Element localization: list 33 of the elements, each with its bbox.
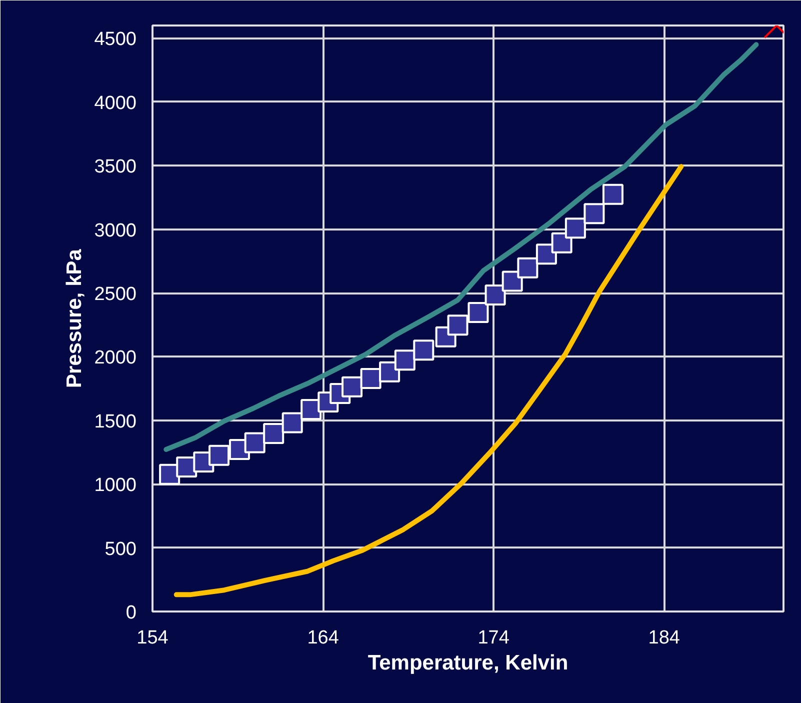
point	[502, 270, 523, 292]
point	[342, 376, 363, 398]
y-tick-label: 500	[104, 538, 136, 560]
point	[360, 368, 382, 389]
point	[244, 432, 266, 454]
point	[282, 412, 303, 434]
point	[484, 284, 506, 306]
y-tick-label: 4500	[94, 29, 137, 50]
point	[263, 423, 284, 444]
x-tick-label: 154	[136, 628, 169, 648]
y-tick-label: 0	[126, 602, 137, 624]
y-tick-label: 3500	[94, 156, 137, 178]
point	[468, 302, 489, 324]
y-tick-label: 3000	[94, 220, 137, 242]
point	[413, 340, 434, 361]
x-tick-label: 174	[478, 628, 510, 648]
point	[447, 314, 468, 336]
point	[394, 350, 416, 371]
point	[551, 232, 572, 254]
point	[517, 257, 538, 278]
y-tick-label: 4000	[94, 92, 137, 114]
y-tick-label: 1500	[94, 411, 137, 432]
point	[208, 444, 230, 466]
x-axis-title: Temperature, Kelvin	[368, 652, 568, 674]
x-tick-label: 184	[648, 628, 680, 648]
y-axis-title: Pressure, kPa	[63, 248, 86, 388]
point	[584, 203, 605, 224]
point	[564, 218, 586, 239]
y-tick-label: 2000	[94, 348, 137, 369]
point	[602, 184, 624, 205]
y-tick-label: 2500	[94, 284, 137, 306]
y-tick-label: 1000	[94, 475, 137, 496]
x-tick-label: 164	[307, 628, 340, 648]
